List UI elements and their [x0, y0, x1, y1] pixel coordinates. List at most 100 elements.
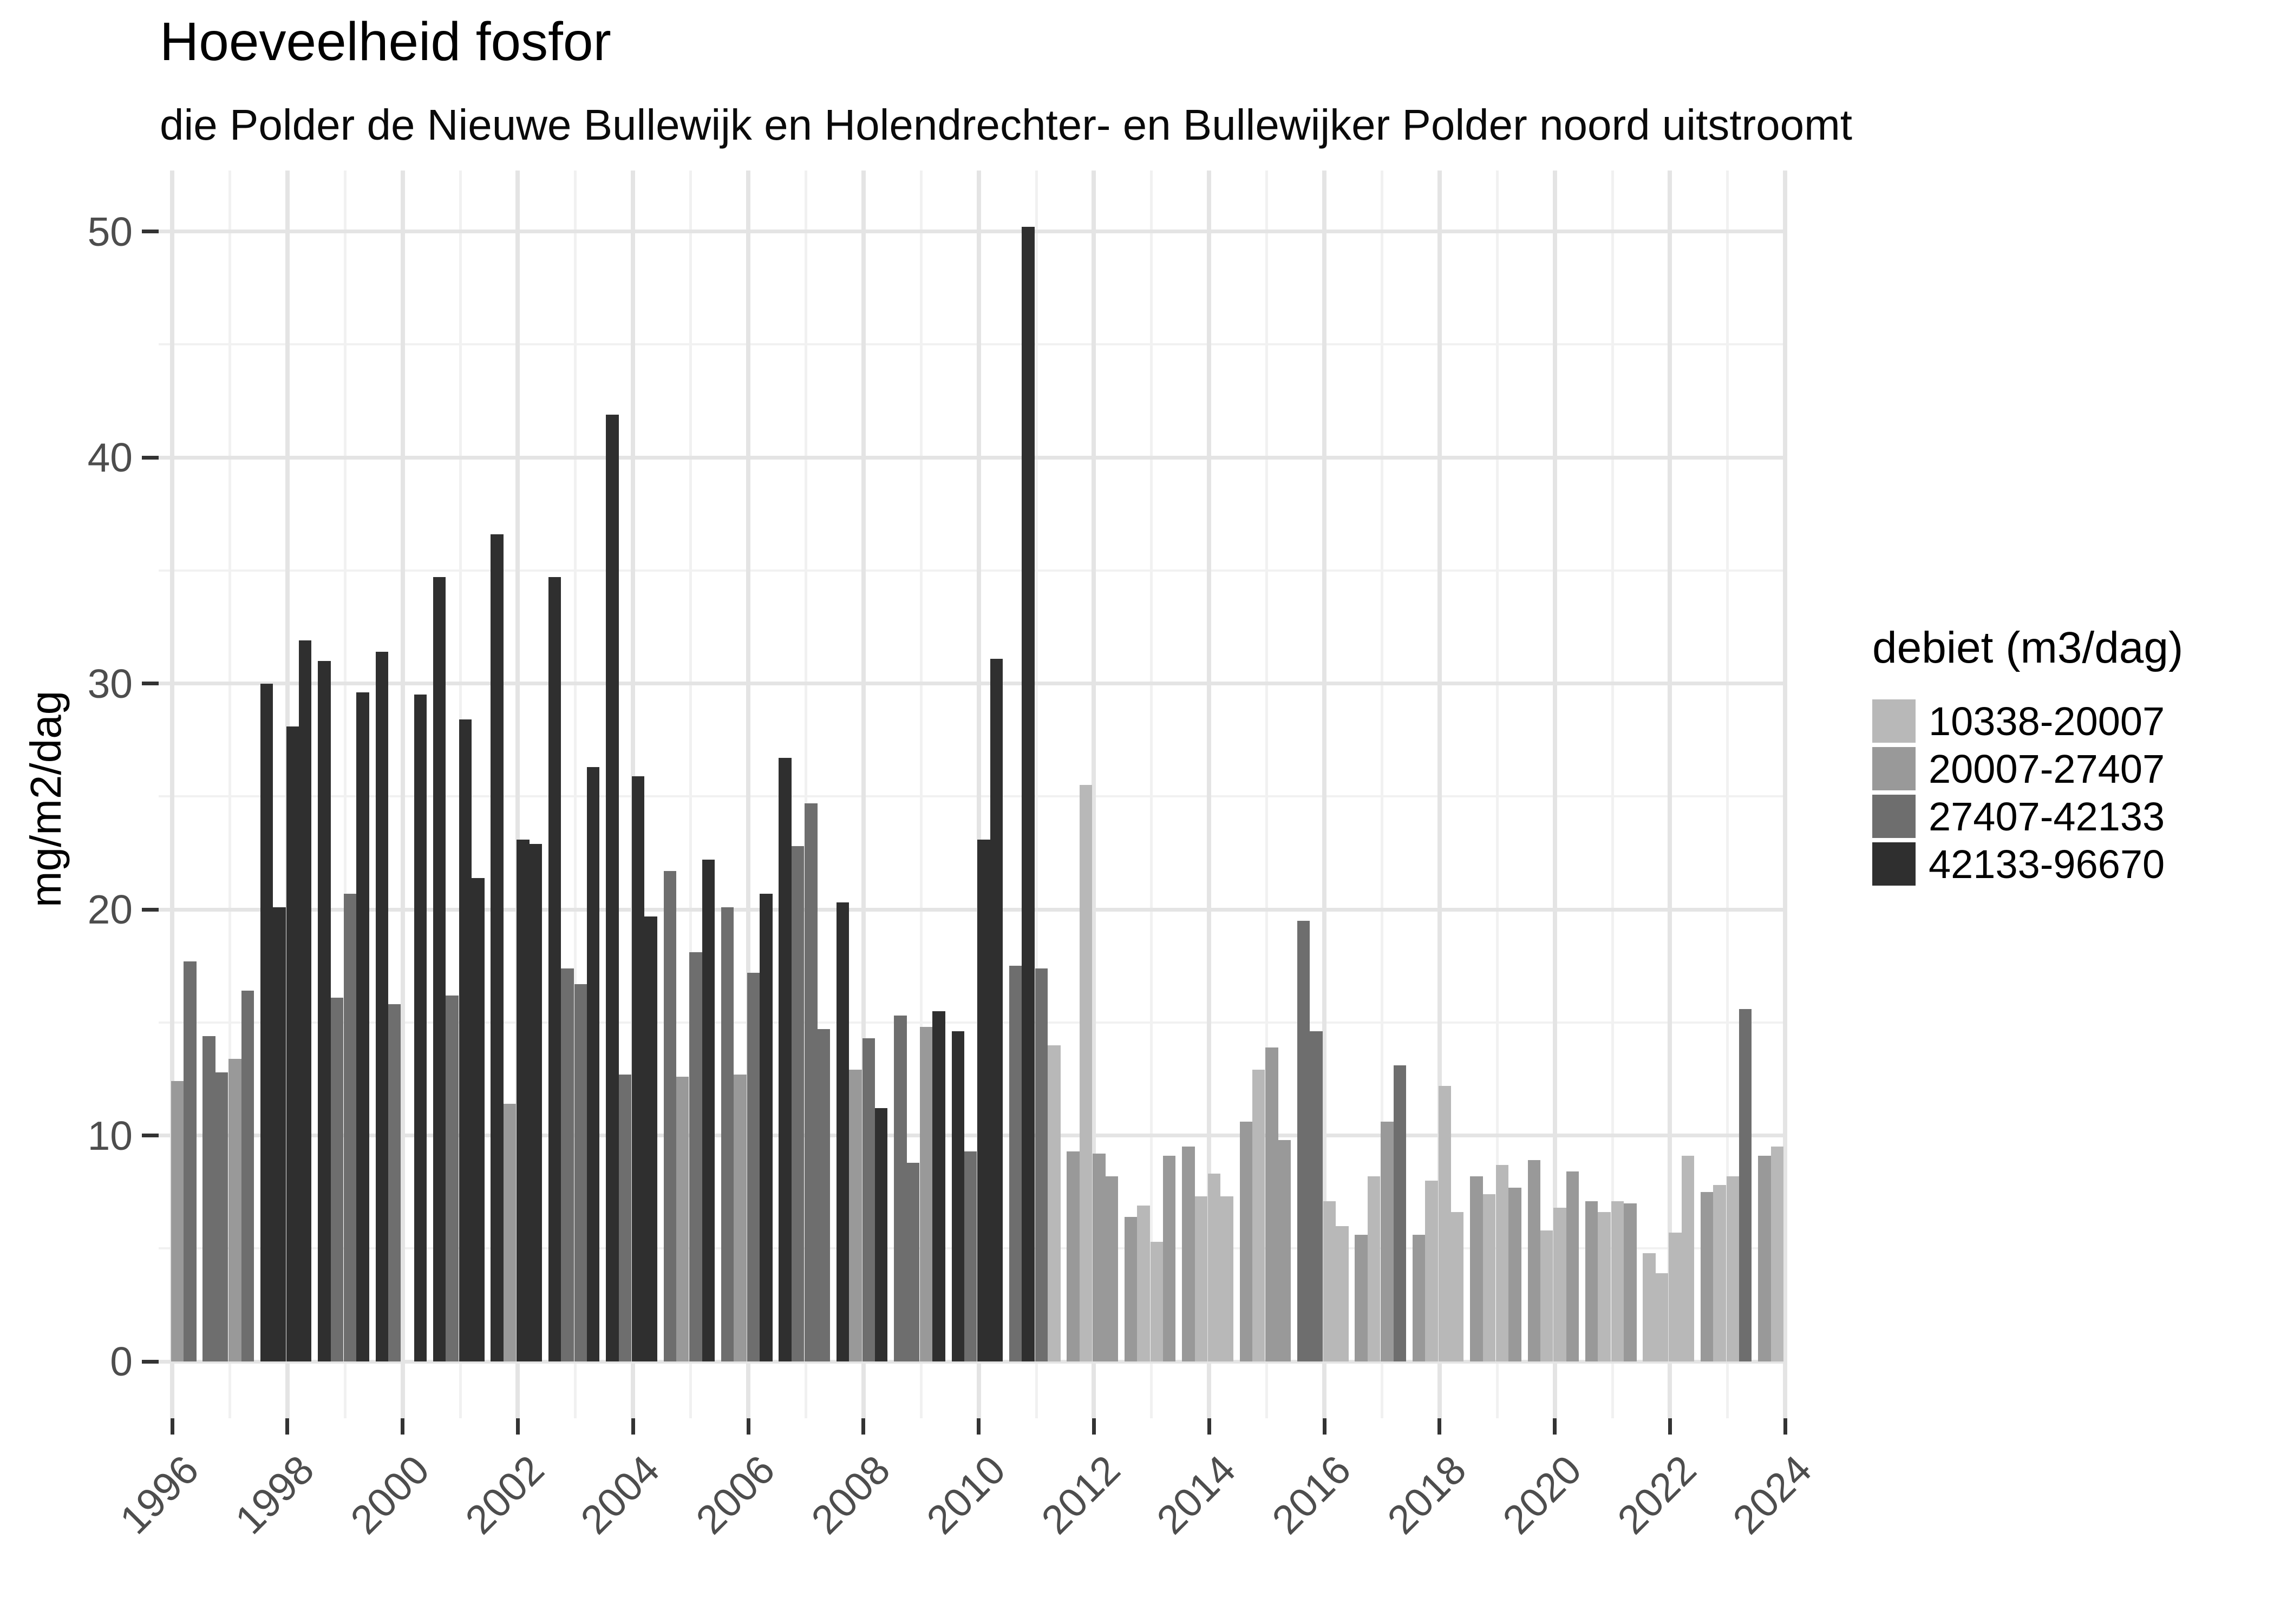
bar-2015Q2	[1278, 1140, 1291, 1361]
bar-2010Q4	[1022, 227, 1035, 1361]
bar-2003Q4	[618, 1074, 631, 1361]
legend-label: 42133-96670	[1929, 842, 2165, 887]
x-tick-mark	[170, 1418, 174, 1435]
y-gridline-major	[159, 455, 1787, 460]
x-tick-mark	[1322, 1418, 1327, 1435]
bar-2016Q1	[1323, 1201, 1336, 1361]
x-gridline-major	[861, 171, 866, 1418]
bar-2006Q4	[791, 846, 805, 1361]
bar-2014Q1	[1208, 1174, 1221, 1361]
y-tick-mark	[142, 682, 159, 685]
bar-1999Q2	[356, 692, 369, 1361]
bar-2019Q2	[1508, 1187, 1521, 1361]
bar-2019Q1	[1496, 1164, 1509, 1361]
bar-2012Q3	[1124, 1216, 1138, 1361]
x-tick-mark	[746, 1418, 750, 1435]
bar-2005Q1	[689, 952, 702, 1361]
x-gridline-minor	[343, 171, 347, 1418]
bar-2018Q3	[1470, 1176, 1483, 1361]
x-gridline-minor	[919, 171, 923, 1418]
y-gridline-major	[159, 682, 1787, 685]
plot-panel	[159, 171, 1788, 1418]
bar-2000Q2	[414, 695, 427, 1361]
bar-2015Q4	[1310, 1031, 1323, 1361]
bar-2013Q1	[1150, 1241, 1164, 1361]
bar-2020Q4	[1598, 1212, 1611, 1361]
bar-2011Q4	[1079, 785, 1093, 1361]
bar-2003Q1	[574, 984, 587, 1361]
y-gridline-major	[159, 907, 1787, 912]
bar-2014Q4	[1252, 1070, 1265, 1361]
bar-2002Q4	[561, 968, 574, 1361]
bar-1998Q4	[330, 997, 343, 1361]
x-tick-mark	[1207, 1418, 1211, 1435]
legend-label: 20007-27407	[1929, 746, 2165, 791]
bar-2001Q4	[503, 1104, 517, 1361]
x-tick-mark	[977, 1418, 981, 1435]
x-tick-mark	[1437, 1418, 1442, 1435]
bar-1999Q3	[375, 652, 388, 1361]
x-tick-mark	[401, 1418, 405, 1435]
x-tick-label: 2024	[1724, 1446, 1820, 1543]
bar-2001Q1	[459, 719, 472, 1361]
bar-2016Q2	[1336, 1226, 1349, 1361]
bar-1996Q1	[171, 1081, 184, 1361]
y-tick-mark	[142, 230, 159, 233]
x-tick-label: 2006	[687, 1446, 783, 1543]
legend-swatch-10338-20007	[1872, 699, 1916, 743]
bar-2006Q3	[779, 758, 792, 1361]
x-gridline-minor	[574, 171, 577, 1418]
bar-2008Q4	[906, 1162, 919, 1361]
legend-label: 27407-42133	[1929, 794, 2165, 839]
bar-2016Q3	[1355, 1235, 1368, 1361]
bar-2019Q4	[1540, 1230, 1553, 1361]
bar-2017Q2	[1393, 1065, 1407, 1361]
bar-2021Q1	[1611, 1201, 1624, 1361]
bar-2004Q4	[676, 1076, 689, 1361]
x-tick-mark	[515, 1418, 520, 1435]
bar-1998Q1	[286, 726, 299, 1361]
x-gridline-major	[1668, 171, 1672, 1418]
bar-2018Q4	[1482, 1194, 1495, 1361]
bar-2016Q4	[1367, 1176, 1381, 1361]
y-tick-label: 0	[110, 1339, 133, 1384]
bar-2017Q3	[1412, 1235, 1426, 1361]
x-gridline-major	[1207, 171, 1212, 1418]
x-tick-label: 2018	[1378, 1446, 1475, 1543]
x-gridline-major	[1783, 171, 1788, 1418]
bar-1997Q3	[260, 683, 273, 1361]
bar-2010Q2	[990, 658, 1003, 1361]
x-tick-label: 2012	[1033, 1446, 1129, 1543]
x-tick-label: 2004	[572, 1446, 668, 1543]
x-tick-mark	[861, 1418, 866, 1435]
bar-2002Q1	[517, 839, 530, 1361]
bar-2014Q3	[1239, 1122, 1252, 1361]
y-gridline-major	[159, 1134, 1787, 1137]
bar-1996Q3	[202, 1036, 215, 1361]
bar-2000Q3	[433, 577, 446, 1361]
x-gridline-minor	[804, 171, 807, 1418]
bar-2012Q4	[1137, 1205, 1150, 1361]
y-tick-mark	[142, 455, 159, 460]
y-gridline-major	[159, 230, 1787, 233]
y-gridline-major	[159, 1359, 1787, 1364]
bar-1999Q4	[388, 1004, 401, 1361]
y-gridline-minor	[159, 569, 1787, 572]
bar-2009Q4	[964, 1151, 977, 1361]
legend-label: 10338-20007	[1929, 699, 2165, 744]
y-gridline-minor	[159, 795, 1787, 798]
bar-2011Q3	[1067, 1151, 1080, 1361]
bar-2004Q1	[632, 776, 645, 1361]
y-tick-mark	[142, 1359, 159, 1364]
y-tick-label: 50	[87, 208, 133, 254]
x-tick-label: 1996	[111, 1446, 207, 1543]
x-gridline-minor	[689, 171, 692, 1418]
legend-swatch-42133-96670	[1872, 842, 1916, 886]
bar-2022Q3	[1700, 1191, 1714, 1361]
bar-2015Q3	[1297, 920, 1310, 1361]
x-tick-mark	[1553, 1418, 1557, 1435]
bar-1996Q4	[215, 1072, 228, 1361]
bar-2007Q4	[849, 1070, 862, 1361]
bar-2008Q3	[894, 1016, 907, 1361]
x-gridline-major	[746, 171, 750, 1418]
